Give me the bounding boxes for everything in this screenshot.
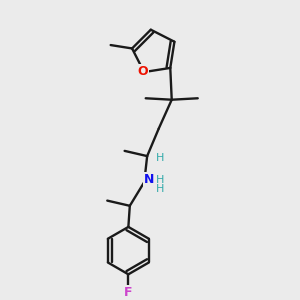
Text: H: H — [156, 184, 164, 194]
Text: F: F — [124, 286, 133, 299]
Text: N: N — [144, 173, 155, 186]
Text: H: H — [156, 152, 164, 163]
Text: O: O — [137, 65, 148, 78]
Text: H: H — [156, 175, 164, 185]
